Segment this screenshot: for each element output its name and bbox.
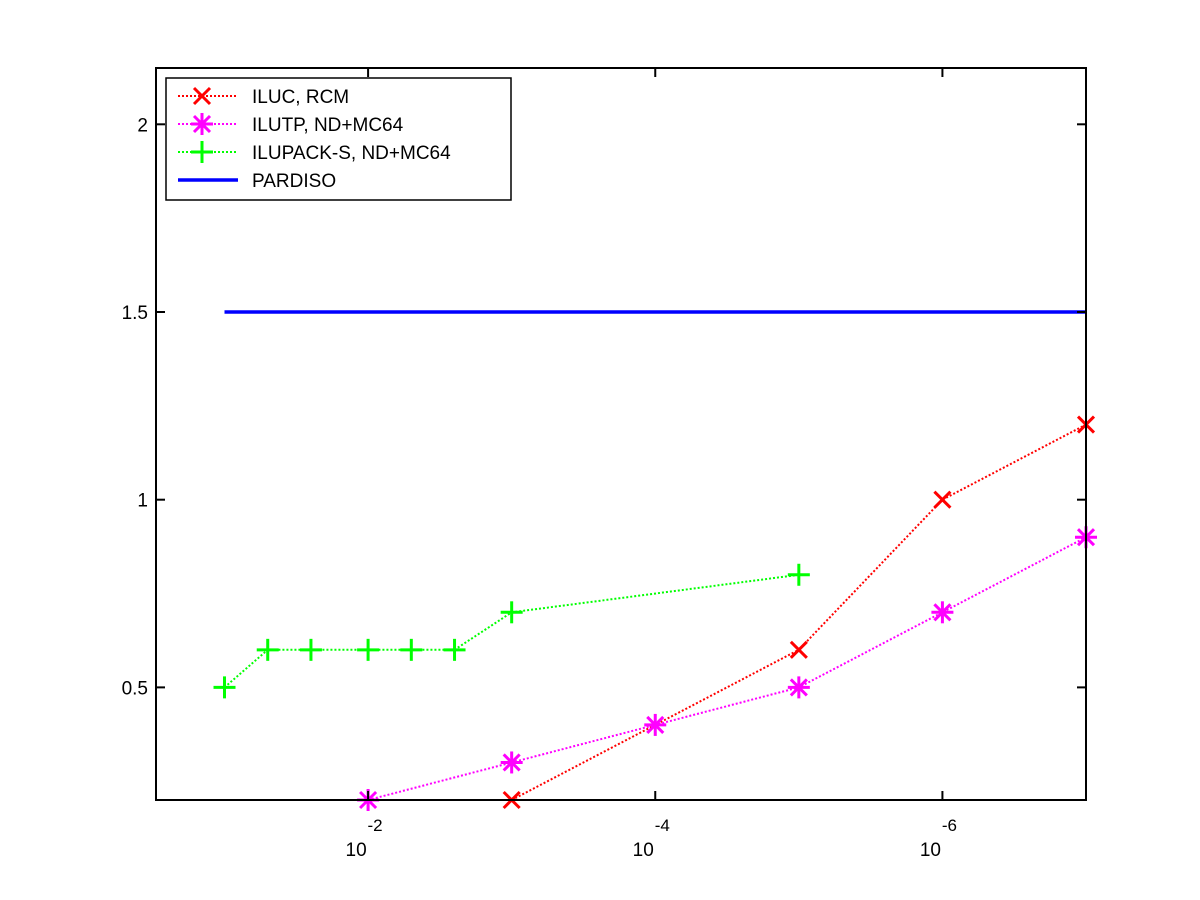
x-tick-label-2: 10 bbox=[633, 840, 654, 861]
series-3-point-2 bbox=[256, 638, 279, 661]
legend-entry-2-label: ILUTP, ND+MC64 bbox=[252, 115, 404, 136]
series-2-point-4 bbox=[787, 676, 810, 699]
legend-entry-1-marker bbox=[192, 86, 212, 106]
series-1-line bbox=[511, 423, 1087, 801]
y-tick-label-1: 0.5 bbox=[122, 678, 148, 699]
tick-layer: 0.511.52-210-410-610 bbox=[122, 68, 1086, 861]
legend-entry-2: ILUTP, ND+MC64 bbox=[178, 113, 404, 136]
x-tick-exponent-2: -4 bbox=[655, 816, 670, 835]
series-2-point-5 bbox=[931, 601, 954, 624]
x-tick-exponent-3: -6 bbox=[942, 816, 957, 835]
x-tick-label-1: 10 bbox=[346, 840, 367, 861]
y-tick-label-2: 1 bbox=[137, 491, 148, 512]
series-3 bbox=[213, 563, 810, 699]
series-1-point-3 bbox=[933, 490, 952, 509]
series-3-point-8 bbox=[787, 563, 810, 586]
series-3-point-4 bbox=[357, 638, 380, 661]
series-3-point-6 bbox=[443, 638, 466, 661]
series-3-point-5 bbox=[400, 638, 423, 661]
series-1-point-2 bbox=[789, 640, 808, 659]
series-3-point-3 bbox=[299, 638, 322, 661]
series-3-point-7 bbox=[500, 601, 523, 624]
y-tick-label-3: 1.5 bbox=[122, 303, 148, 324]
legend-entry-1: ILUC, RCM bbox=[178, 86, 349, 108]
legend-entry-4-label: PARDISO bbox=[252, 171, 336, 192]
legend-entry-3-label: ILUPACK-S, ND+MC64 bbox=[252, 143, 451, 164]
axes-box bbox=[155, 67, 1087, 801]
legend-entry-4: PARDISO bbox=[178, 171, 336, 192]
series-2-point-3 bbox=[644, 713, 667, 736]
series-3-point-1 bbox=[213, 676, 236, 699]
x-tick-exponent-1: -2 bbox=[368, 816, 383, 835]
x-tick-label-3: 10 bbox=[920, 840, 941, 861]
legend-entry-2-marker bbox=[191, 113, 213, 135]
legend-entry-3-marker bbox=[191, 141, 213, 163]
legend-entry-1-label: ILUC, RCM bbox=[252, 87, 349, 108]
legend-entry-3: ILUPACK-S, ND+MC64 bbox=[178, 141, 451, 164]
y-tick-label-4: 2 bbox=[137, 115, 148, 136]
legend: ILUC, RCM ILUTP, ND+MC64 ILUPACK-S, ND+MC6… bbox=[165, 77, 512, 201]
series-2-point-2 bbox=[500, 751, 523, 774]
